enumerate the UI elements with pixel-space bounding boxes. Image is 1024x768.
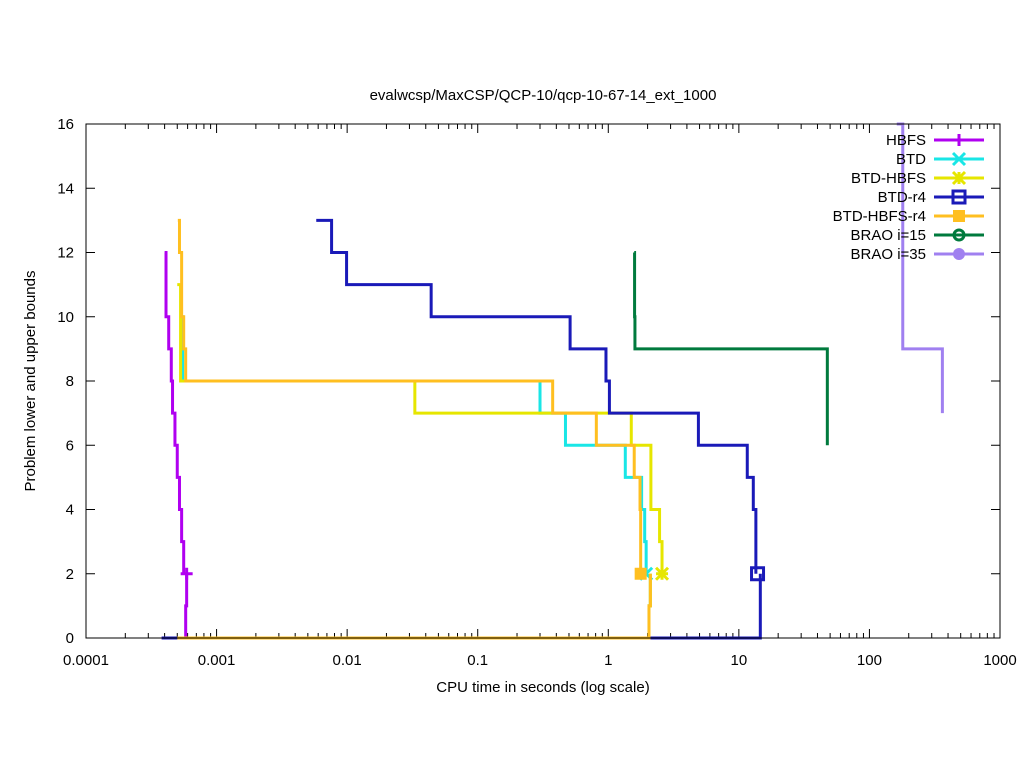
upper-bound-line xyxy=(316,218,758,574)
y-tick-label: 0 xyxy=(66,630,74,647)
legend-item-btd-hbfs: BTD-HBFS xyxy=(851,170,984,187)
legend-label: BTD-r4 xyxy=(878,189,926,206)
upper-bound-line xyxy=(164,251,186,574)
series-btd-r4 xyxy=(161,218,766,640)
star-marker xyxy=(654,566,670,581)
y-tick-label: 14 xyxy=(57,180,74,197)
legend-label: BTD-HBFS-r4 xyxy=(833,208,926,225)
plus-marker xyxy=(953,134,965,146)
x-tick-label: 0.1 xyxy=(467,652,488,669)
plot-frame xyxy=(85,123,1001,639)
x-tick-label: 1 xyxy=(604,652,612,669)
legend-label: BTD-HBFS xyxy=(851,170,926,187)
x-tick-label: 100 xyxy=(857,652,882,669)
cross-marker xyxy=(951,151,967,167)
y-tick-label: 16 xyxy=(57,116,74,133)
lower-bound-line xyxy=(161,573,762,640)
upper-bound-line xyxy=(177,218,643,574)
upper-bound-line xyxy=(633,251,829,446)
series-hbfs xyxy=(161,251,193,640)
lower-bound-line xyxy=(161,573,189,640)
x-tick-label: 0.0001 xyxy=(63,652,109,669)
upper-bound-line xyxy=(179,315,648,574)
star-marker xyxy=(951,170,967,186)
filled-square-marker xyxy=(634,567,647,580)
marker-shape xyxy=(634,567,647,580)
marker-shape xyxy=(952,228,966,242)
marker-stroke xyxy=(654,566,670,581)
series-brao-i-15 xyxy=(633,251,829,446)
marker-shape xyxy=(953,210,965,222)
y-tick-label: 10 xyxy=(57,309,74,326)
open-square-marker xyxy=(750,566,766,582)
legend-label: HBFS xyxy=(886,132,926,149)
x-tick-label: 10 xyxy=(731,652,748,669)
legend-label: BRAO i=35 xyxy=(851,246,926,263)
legend-label: BTD xyxy=(896,151,926,168)
filled-square-marker xyxy=(953,210,965,222)
marker-shape xyxy=(953,248,965,260)
x-tick-label: 1000 xyxy=(983,652,1016,669)
open-square-marker xyxy=(951,189,967,205)
chart-title: evalwcsp/MaxCSP/QCP-10/qcp-10-67-14_ext_… xyxy=(370,87,717,104)
legend-label: BRAO i=15 xyxy=(851,227,926,244)
series-btd-hbfs xyxy=(177,283,670,640)
marker-shape xyxy=(750,566,766,582)
marker-stroke xyxy=(951,170,967,186)
legend-item-hbfs: HBFS xyxy=(886,132,984,149)
plus-marker xyxy=(180,567,193,580)
legend-item-brao-i-35: BRAO i=35 xyxy=(851,246,984,263)
series-btd-hbfs-r4 xyxy=(177,218,652,640)
series-btd xyxy=(177,315,654,640)
lower-bound-line xyxy=(177,573,652,640)
y-tick-label: 2 xyxy=(66,566,74,583)
y-tick-label: 8 xyxy=(66,373,74,390)
lower-bound-line xyxy=(177,573,652,640)
filled-circle-marker xyxy=(953,248,965,260)
marker-stroke xyxy=(951,151,967,167)
x-tick-label: 0.01 xyxy=(333,652,362,669)
y-tick-label: 6 xyxy=(66,437,74,454)
legend-item-btd: BTD xyxy=(896,151,984,168)
y-tick-label: 4 xyxy=(66,502,74,519)
upper-bound-line xyxy=(177,283,664,574)
x-axis-label: CPU time in seconds (log scale) xyxy=(436,679,649,696)
legend: HBFS BTD BTD-HBFS BTD-r4 BTD-HBFS-r4 BRAO i=1… xyxy=(833,132,984,263)
y-axis-label: Problem lower and upper bounds xyxy=(22,271,39,492)
x-tick-label: 0.001 xyxy=(198,652,236,669)
legend-item-btd-r4: BTD-r4 xyxy=(878,189,984,206)
y-tick-label: 12 xyxy=(57,245,74,262)
marker-shape xyxy=(951,189,967,205)
legend-item-btd-hbfs-r4: BTD-HBFS-r4 xyxy=(833,208,984,225)
open-circle-marker xyxy=(952,228,966,242)
lower-bound-line xyxy=(177,573,652,640)
legend-item-brao-i-15: BRAO i=15 xyxy=(851,227,984,244)
